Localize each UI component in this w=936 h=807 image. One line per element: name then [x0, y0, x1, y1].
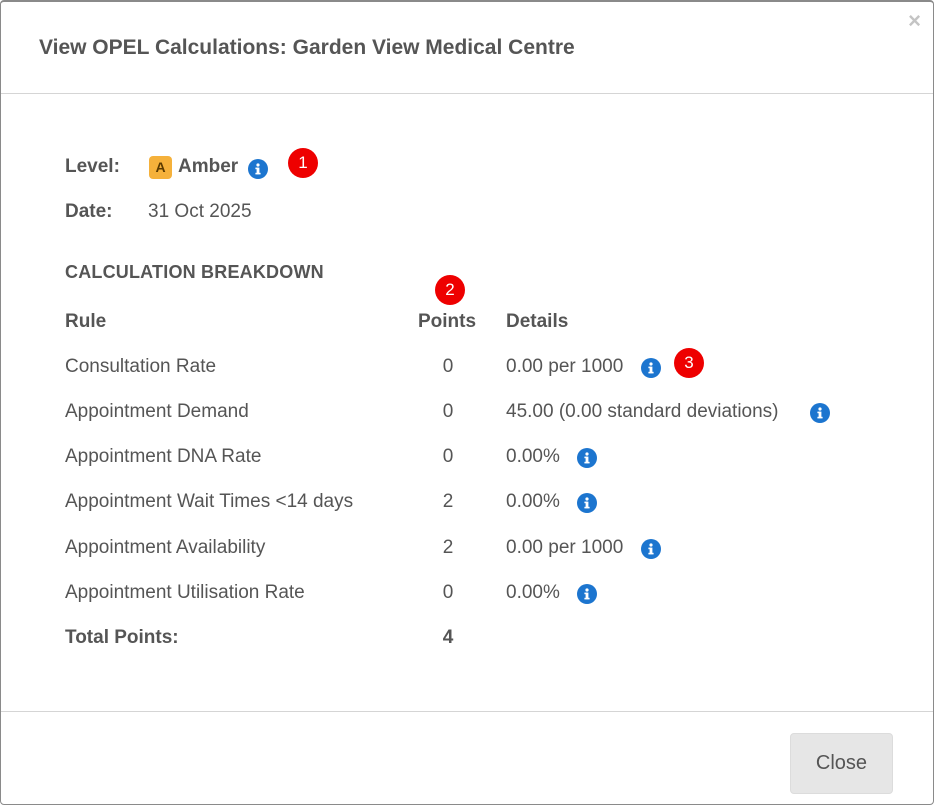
details-cell: 0.00%: [506, 446, 560, 467]
total-points-label: Total Points:: [65, 627, 179, 648]
modal-title: View OPEL Calculations: Garden View Medi…: [39, 36, 575, 59]
details-cell: 0.00%: [506, 582, 560, 603]
date-label: Date:: [65, 201, 113, 222]
close-icon[interactable]: ×: [908, 8, 921, 33]
points-cell: 0: [442, 446, 454, 467]
points-cell: 0: [442, 401, 454, 422]
rule-appointment-availability: Appointment Availability: [65, 537, 266, 558]
info-icon[interactable]: [810, 403, 830, 423]
rule-consultation-rate: Consultation Rate: [65, 356, 217, 377]
points-cell: 0: [442, 356, 454, 377]
level-badge: A: [149, 156, 172, 179]
modal-header: View OPEL Calculations: Garden View Medi…: [1, 2, 933, 94]
rule-appointment-demand: Appointment Demand: [65, 401, 249, 422]
points-cell: 0: [442, 582, 454, 603]
info-icon[interactable]: [577, 584, 597, 604]
annotation-marker-1: 1: [288, 148, 318, 178]
section-title: CALCULATION BREAKDOWN: [65, 262, 324, 282]
total-points-value: 4: [442, 627, 454, 648]
info-icon[interactable]: [641, 539, 661, 559]
info-icon[interactable]: [577, 448, 597, 468]
level-value: Amber: [178, 156, 239, 177]
info-icon[interactable]: [248, 159, 268, 179]
details-cell: 0.00 per 1000: [506, 537, 624, 558]
rule-appointment-utilisation-rate: Appointment Utilisation Rate: [65, 582, 305, 603]
rule-appointment-wait-times: Appointment Wait Times <14 days: [65, 491, 354, 512]
modal-footer: Close: [1, 711, 933, 806]
column-header-details: Details: [506, 311, 569, 332]
annotation-marker-2: 2: [435, 275, 465, 305]
close-button[interactable]: Close: [790, 733, 893, 794]
points-cell: 2: [442, 537, 454, 558]
level-label: Level:: [65, 156, 120, 177]
modal-body: Level: A Amber 1 Date: 31 Oct 2025 CALCU…: [1, 94, 933, 711]
date-value: 31 Oct 2025: [148, 201, 252, 222]
column-header-rule: Rule: [65, 311, 107, 332]
details-cell: 0.00%: [506, 491, 560, 512]
points-cell: 2: [442, 491, 454, 512]
annotation-marker-3: 3: [674, 348, 704, 378]
info-icon[interactable]: [641, 358, 661, 378]
details-cell: 45.00 (0.00 standard deviations): [506, 401, 779, 422]
rule-appointment-dna-rate: Appointment DNA Rate: [65, 446, 262, 467]
details-cell: 0.00 per 1000: [506, 356, 624, 377]
info-icon[interactable]: [577, 493, 597, 513]
column-header-points: Points: [418, 311, 477, 332]
